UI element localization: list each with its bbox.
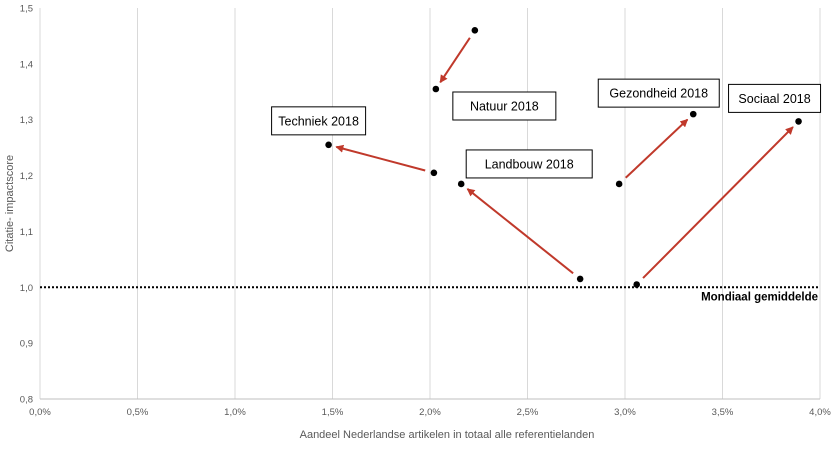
series-label: Gezondheid 2018 [609, 87, 708, 101]
change-arrow [439, 37, 471, 84]
reference-line-label: Mondiaal gemiddelde [701, 291, 818, 303]
end-point [457, 180, 465, 188]
start-point [576, 275, 584, 283]
x-tick-label: 1,0% [224, 407, 246, 418]
y-tick-label: 0,8 [20, 395, 33, 406]
y-tick-label: 1,0 [20, 283, 33, 294]
series-label: Natuur 2018 [470, 99, 539, 113]
end-point [689, 110, 697, 118]
start-point [615, 180, 623, 188]
series-label: Sociaal 2018 [738, 92, 810, 106]
y-tick-label: 0,9 [20, 339, 33, 350]
x-tick-label: 0,0% [29, 407, 51, 418]
series-label: Techniek 2018 [278, 114, 359, 128]
start-point [471, 27, 479, 34]
y-tick-label: 1,5 [20, 4, 33, 15]
end-point [795, 118, 802, 125]
end-point [432, 85, 440, 93]
y-tick-label: 1,3 [20, 115, 33, 126]
callout-box [597, 78, 720, 108]
change-arrow [625, 118, 689, 179]
start-point [430, 169, 438, 177]
start-point [633, 281, 640, 288]
y-axis-label: Citatie- impactscore [4, 155, 16, 252]
grid [39, 8, 821, 399]
x-tick-label: 1,5% [322, 407, 344, 418]
change-arrow [642, 126, 794, 279]
arrows [335, 37, 794, 279]
x-tick-label: 4,0% [809, 407, 831, 418]
callout-box [452, 91, 557, 121]
change-arrow [466, 188, 574, 275]
axes: 0,0% 0,5% 1,0% 1,5% 2,0% 2,5% 3,0% 3,5% 4,0% 0,8 0… [20, 4, 832, 419]
change-arrow [335, 144, 426, 172]
series-label: Landbouw 2018 [485, 157, 574, 171]
x-tick-label: 2,0% [419, 407, 441, 418]
x-tick-label: 3,5% [712, 407, 734, 418]
reference-line-group: Mondiaal gemiddelde [40, 286, 820, 303]
x-tick-label: 0,5% [127, 407, 149, 418]
callouts: Natuur 2018 Techniek 2018 Landbouw 2018 Gez… [271, 78, 822, 179]
y-tick-label: 1,2 [20, 171, 33, 182]
callout-box [728, 83, 822, 113]
x-axis-label: Aandeel Nederlandse artikelen in totaal … [300, 429, 595, 441]
end-point [325, 141, 332, 149]
y-tick-label: 1,4 [20, 59, 33, 70]
x-tick-label: 2,5% [517, 407, 539, 418]
y-tick-label: 1,1 [20, 227, 33, 238]
callout-box [271, 106, 367, 136]
callout-box [465, 149, 593, 179]
points [325, 27, 802, 288]
x-tick-label: 3,0% [614, 407, 636, 418]
